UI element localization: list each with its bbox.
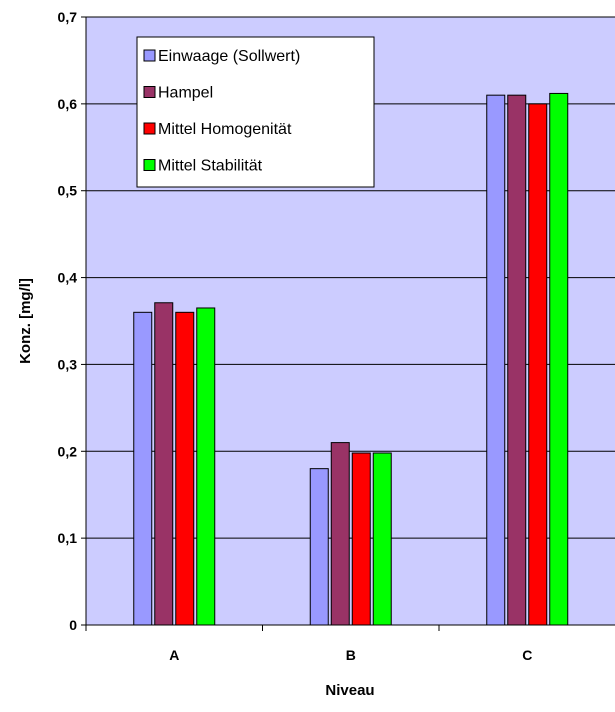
bar	[331, 443, 349, 625]
legend-label: Einwaage (Sollwert)	[158, 48, 300, 65]
x-axis-label: Niveau	[325, 682, 374, 699]
legend-label: Mittel Homogenität	[158, 121, 292, 138]
legend-swatch	[144, 50, 155, 61]
legend-swatch	[144, 87, 155, 98]
bar	[155, 303, 173, 625]
y-axis-label: Konz. [mg/l]	[17, 278, 34, 364]
legend-label: Mittel Stabilität	[158, 158, 263, 175]
bar	[310, 469, 328, 625]
y-tick-label: 0,3	[58, 356, 78, 372]
y-tick-label: 0,5	[58, 183, 78, 199]
bar	[508, 95, 526, 625]
legend-swatch	[144, 123, 155, 134]
legend: Einwaage (Sollwert) Hampel Mittel Homogeni…	[137, 37, 374, 187]
y-tick-label: 0,1	[58, 530, 78, 546]
bar	[134, 312, 152, 625]
bar	[373, 453, 391, 625]
bar	[529, 104, 547, 625]
legend-swatch	[144, 160, 155, 171]
y-tick-label: 0,2	[58, 443, 78, 459]
y-tick-labels: 0 0,1 0,2 0,3 0,4 0,5 0,6 0,7	[58, 9, 78, 633]
y-tick-label: 0,7	[58, 9, 78, 25]
y-tick-label: 0,6	[58, 96, 78, 112]
bar	[352, 453, 370, 625]
y-tick-label: 0	[69, 617, 77, 633]
x-tick-label: A	[169, 647, 179, 663]
bar	[197, 308, 215, 625]
bar	[487, 95, 505, 625]
x-tick-label: C	[522, 647, 532, 663]
bar	[550, 93, 568, 625]
x-tick-label: B	[346, 647, 356, 663]
legend-label: Hampel	[158, 85, 213, 102]
bar	[176, 312, 194, 625]
x-tick-labels: A B C	[169, 647, 532, 663]
y-tick-label: 0,4	[58, 270, 78, 286]
